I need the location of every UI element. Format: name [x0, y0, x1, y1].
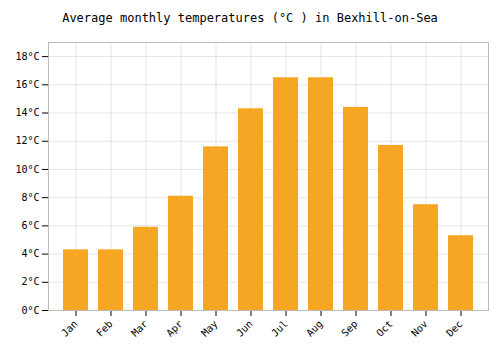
- svg-text:Dec: Dec: [444, 318, 465, 339]
- svg-text:Aug: Aug: [304, 318, 325, 339]
- svg-text:14°C: 14°C: [15, 107, 39, 118]
- svg-text:16°C: 16°C: [15, 79, 39, 90]
- svg-text:Jun: Jun: [234, 318, 255, 339]
- svg-text:Mar: Mar: [129, 318, 150, 339]
- svg-text:18°C: 18°C: [15, 51, 39, 62]
- svg-text:Sep: Sep: [339, 318, 360, 339]
- svg-text:0°C: 0°C: [21, 305, 39, 316]
- svg-text:2°C: 2°C: [21, 276, 39, 287]
- html-text:Average monthly temperatures (: Average monthly temperatures (°C ) in Be…: [62, 11, 438, 25]
- svg-text:Nov: Nov: [409, 318, 430, 339]
- svg-text:4°C: 4°C: [21, 248, 39, 259]
- svg-text:Apr: Apr: [164, 318, 185, 339]
- svg-text:Feb: Feb: [94, 318, 115, 339]
- svg-text:Oct: Oct: [374, 318, 395, 339]
- svg-text:12°C: 12°C: [15, 135, 39, 146]
- svg-text:Jul: Jul: [269, 318, 290, 339]
- svg-text:10°C: 10°C: [15, 164, 39, 175]
- svg-text:May: May: [199, 318, 220, 339]
- svg-text:8°C: 8°C: [21, 192, 39, 203]
- svg-text:6°C: 6°C: [21, 220, 39, 231]
- svg-text:Jan: Jan: [59, 318, 80, 339]
